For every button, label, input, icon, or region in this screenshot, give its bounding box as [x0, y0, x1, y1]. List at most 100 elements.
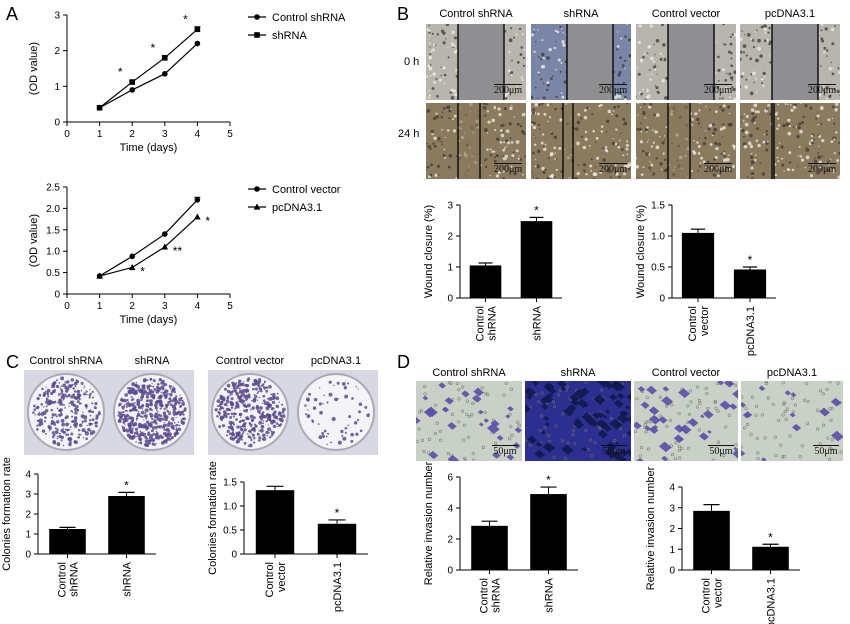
colony — [60, 376, 65, 381]
cell-speck — [776, 156, 779, 159]
cell-speck — [537, 71, 540, 74]
colony — [181, 417, 185, 421]
colony — [144, 439, 149, 444]
colony — [125, 406, 128, 408]
cell-speck — [820, 29, 823, 32]
cell-speck — [804, 104, 808, 108]
cell-speck — [725, 166, 728, 169]
cell-speck — [755, 139, 759, 142]
colony — [225, 399, 230, 404]
cell-speck — [625, 143, 629, 147]
colony — [350, 432, 354, 437]
colony — [43, 394, 46, 397]
invaded-cell — [492, 451, 501, 459]
cell-speck — [654, 85, 657, 87]
cell-speck — [505, 139, 509, 142]
colony — [75, 405, 79, 409]
colony — [179, 405, 182, 409]
cell-speck — [702, 160, 706, 164]
cell-speck — [615, 128, 618, 131]
significance-mark: * — [546, 473, 551, 487]
dish-column-label: Control vector — [215, 355, 285, 367]
membrane-pore — [509, 424, 513, 429]
invaded-cell — [760, 457, 767, 461]
colony — [230, 397, 234, 401]
membrane-pore — [571, 428, 576, 432]
colony — [154, 436, 159, 440]
membrane-pore — [486, 392, 490, 397]
colony — [271, 400, 276, 405]
legend-label: Control shRNA — [272, 12, 346, 24]
colony — [237, 395, 240, 398]
membrane-pore — [457, 420, 461, 424]
cell-speck — [447, 129, 450, 132]
colony — [166, 409, 169, 413]
x-tick-label: 2 — [129, 129, 135, 140]
colony — [68, 442, 72, 447]
membrane-pore — [766, 396, 771, 400]
invaded-cell — [557, 381, 567, 388]
colony — [145, 417, 148, 420]
cell-speck — [730, 64, 734, 68]
colony — [58, 381, 61, 384]
cell-speck — [656, 73, 658, 75]
cell-speck — [624, 67, 626, 69]
colony — [144, 408, 149, 413]
x-tick-label: 4 — [195, 129, 201, 140]
colony — [318, 387, 321, 389]
colony — [267, 427, 272, 432]
cell-speck — [521, 33, 524, 36]
cell-speck — [486, 148, 489, 151]
cell-speck — [491, 118, 496, 123]
colony — [219, 401, 224, 406]
membrane-pore — [552, 405, 557, 409]
invaded-cell — [673, 434, 685, 443]
colony — [231, 393, 233, 395]
invaded-cell — [541, 403, 549, 410]
colony — [92, 396, 94, 399]
y-tick-label: 2 — [54, 46, 60, 57]
cell-speck — [522, 64, 526, 67]
cell-speck — [531, 112, 533, 115]
colony — [74, 385, 77, 388]
cell-speck — [831, 117, 833, 120]
cell-speck — [436, 33, 439, 36]
wound-gap — [567, 24, 613, 100]
y-tick-label: 2 — [669, 524, 675, 535]
cell-speck — [740, 128, 742, 130]
cell-speck — [654, 68, 657, 71]
y-tick-label: 2.5 — [46, 183, 60, 194]
scale-bar: 200μm — [704, 84, 733, 96]
colony — [157, 410, 159, 413]
membrane-pore — [774, 453, 778, 458]
colony — [165, 434, 169, 438]
colony — [266, 434, 269, 437]
invaded-cell — [605, 409, 611, 414]
cell-speck — [580, 117, 583, 120]
colony — [258, 420, 263, 425]
cell-speck — [749, 77, 751, 79]
cell-speck — [638, 127, 642, 131]
colony — [63, 404, 66, 406]
colony — [155, 426, 159, 429]
membrane-pore — [509, 387, 514, 391]
membrane-pore — [695, 385, 700, 389]
colony — [229, 400, 233, 405]
invaded-cell — [605, 448, 615, 456]
colony — [159, 420, 162, 423]
cell-speck — [700, 127, 703, 129]
colony — [251, 387, 255, 391]
colony — [261, 438, 264, 441]
cell-speck — [550, 132, 554, 136]
cell-speck — [441, 128, 443, 131]
colony — [163, 429, 165, 431]
x-tick-label-group: Control vector — [701, 578, 725, 614]
cell-speck — [426, 169, 428, 171]
colony — [65, 415, 69, 419]
cell-speck — [442, 66, 446, 70]
colony — [280, 403, 284, 406]
colony — [243, 428, 247, 432]
colony — [77, 393, 82, 398]
cell-speck — [584, 137, 588, 141]
